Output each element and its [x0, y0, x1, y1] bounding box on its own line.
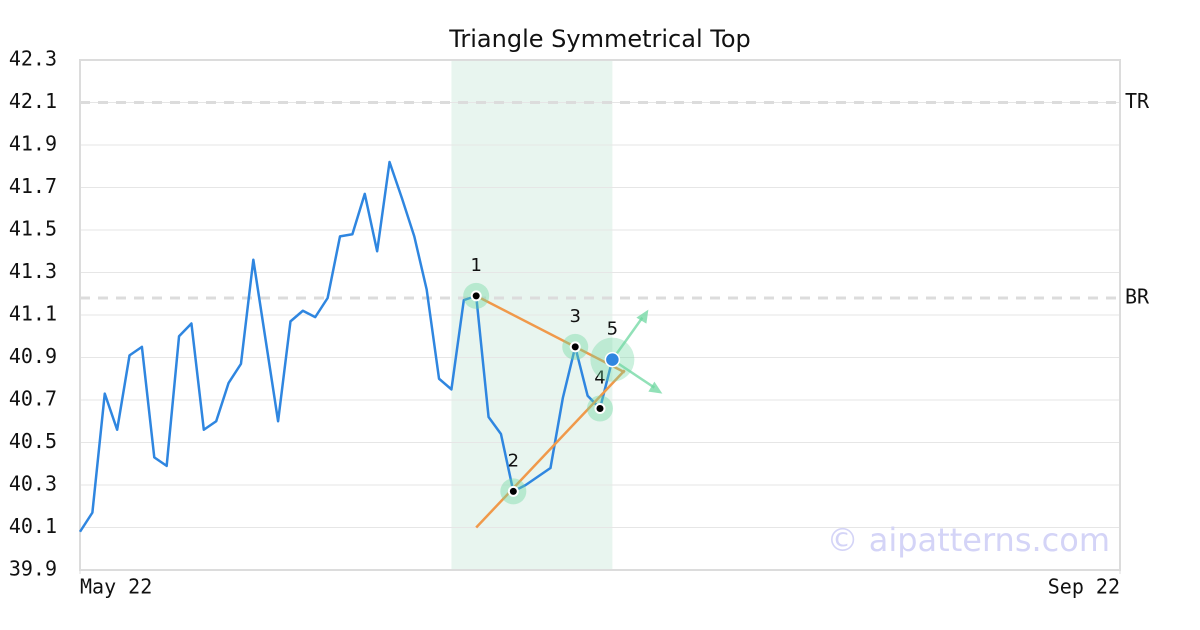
chart-title: Triangle Symmetrical Top [448, 25, 751, 53]
arrow [611, 358, 656, 389]
price-line [78, 160, 614, 533]
y-tick-label: 40.1 [9, 514, 57, 538]
arrow-head [648, 381, 663, 394]
y-tick-label: 41.9 [9, 132, 57, 156]
point-label: 5 [607, 319, 618, 340]
y-tick-label: 41.7 [9, 174, 57, 198]
plot-frame [79, 59, 1121, 571]
y-tick-label: 42.3 [9, 47, 57, 71]
y-tick-label: 42.1 [9, 89, 57, 113]
pattern-point [569, 341, 581, 353]
point-label: 1 [470, 255, 481, 276]
point-label: 2 [508, 450, 519, 471]
point-label: 3 [570, 306, 581, 327]
trend-line [475, 294, 626, 374]
x-tick-label: Sep 22 [1048, 575, 1120, 599]
y-tick-label: 40.7 [9, 387, 57, 411]
y-tick-label: 39.9 [9, 557, 57, 581]
y-tick-label: 41.3 [9, 259, 57, 283]
y-tick-label: 41.1 [9, 302, 57, 326]
y-tick-label: 41.5 [9, 217, 57, 241]
y-tick-label: 40.3 [9, 472, 57, 496]
level-label: BR [1125, 285, 1150, 309]
arrow [611, 316, 644, 361]
trend-line [475, 369, 626, 529]
watermark: © aipatterns.com [827, 521, 1110, 559]
pattern-point [604, 351, 621, 368]
pattern-point [594, 403, 606, 414]
y-tick-label: 40.5 [9, 429, 57, 453]
level-label: TR [1125, 89, 1150, 113]
pattern-point [470, 290, 482, 302]
pattern-point [507, 485, 519, 497]
y-tick-label: 40.9 [9, 344, 57, 368]
x-tick-label: May 22 [80, 575, 152, 599]
arrow-head [636, 309, 649, 324]
point-label: 4 [594, 368, 605, 389]
